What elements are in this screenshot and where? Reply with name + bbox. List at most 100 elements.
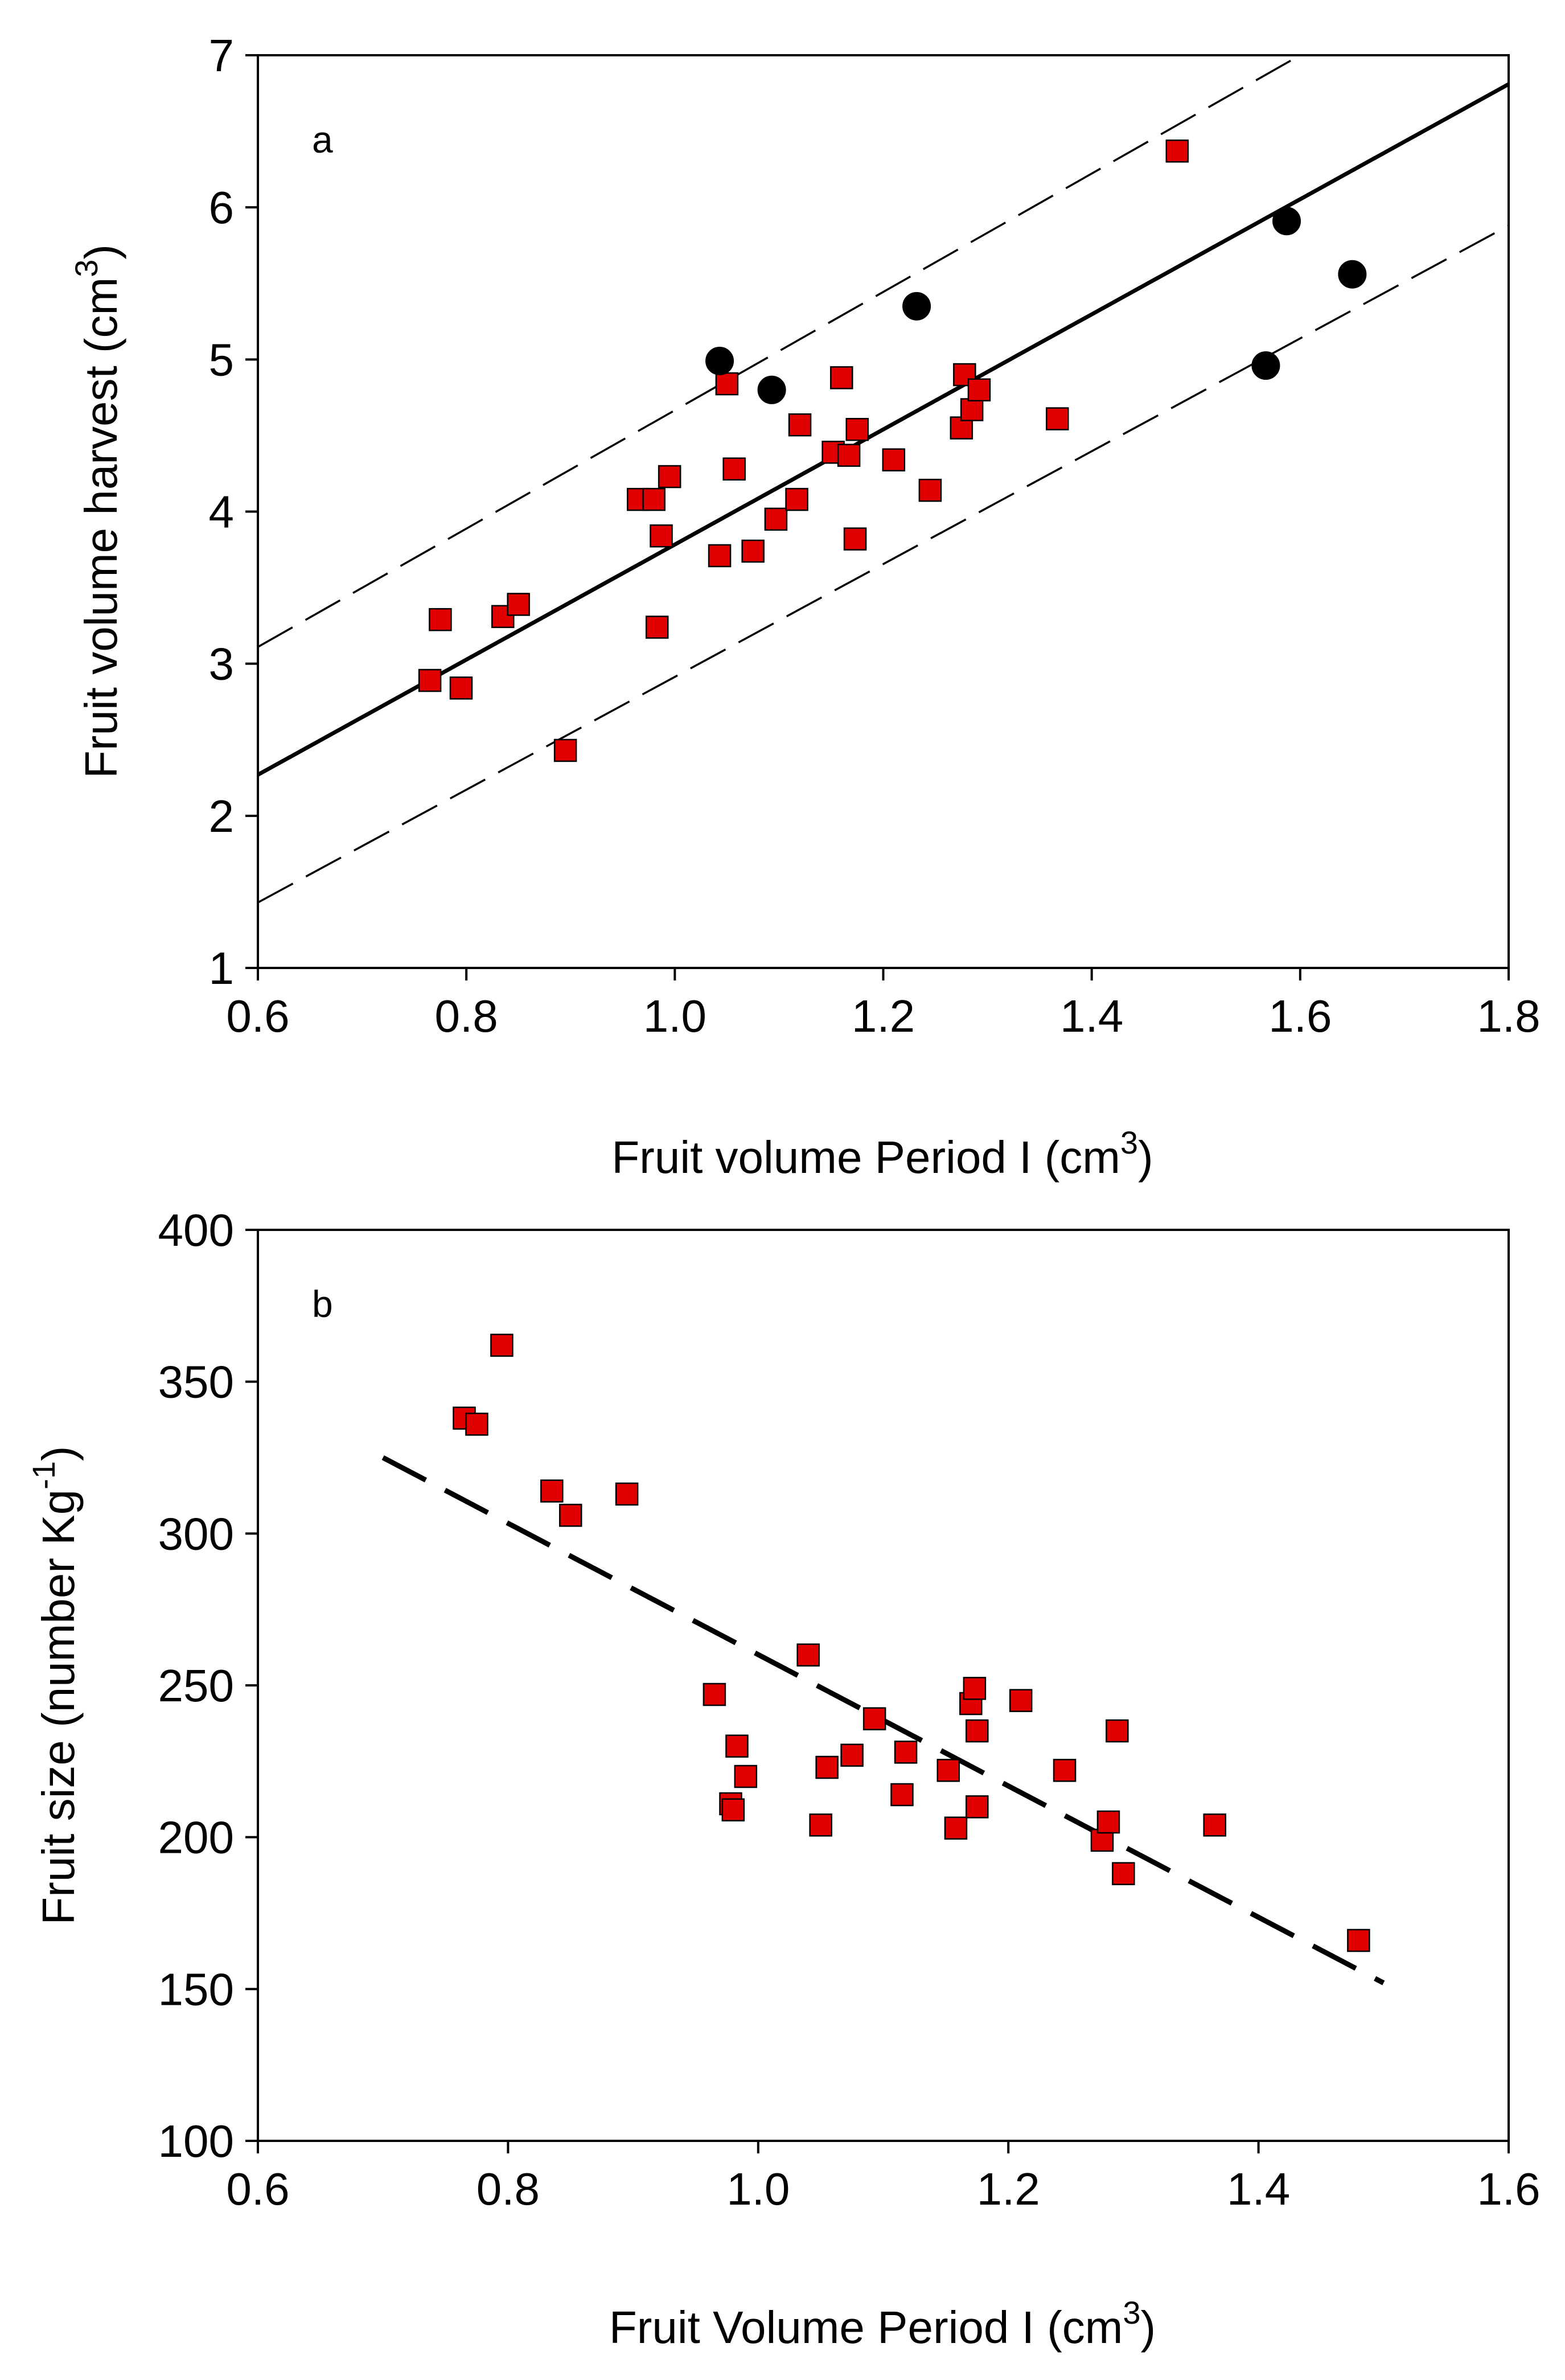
data-point-square bbox=[1106, 1719, 1129, 1743]
data-point-square bbox=[1165, 139, 1189, 163]
line-lower-bound bbox=[258, 224, 1509, 904]
x-axis-label: Fruit Volume Period I (cm3) bbox=[609, 2295, 1156, 2353]
y-tick-label: 400 bbox=[158, 1205, 234, 1255]
y-tick-label: 4 bbox=[209, 487, 235, 537]
data-point-square bbox=[741, 539, 765, 563]
y-axis-label: Fruit size (number Kg-1) bbox=[26, 1446, 84, 1924]
data-point-square bbox=[540, 1479, 564, 1503]
x-axis-label-end: ) bbox=[1138, 1132, 1153, 1183]
data-point-square bbox=[764, 507, 788, 531]
data-point-square bbox=[722, 457, 746, 481]
data-point-square bbox=[843, 527, 867, 551]
plot-frame bbox=[257, 54, 1510, 969]
data-point-square bbox=[882, 448, 906, 471]
y-axis-label-superscript: 3 bbox=[68, 260, 104, 277]
x-tick-label: 1.8 bbox=[1477, 991, 1540, 1041]
x-tick-label: 1.0 bbox=[726, 2164, 790, 2214]
data-point-square bbox=[809, 1813, 832, 1837]
x-tick-label: 1.4 bbox=[1060, 991, 1123, 1041]
data-point-square bbox=[1112, 1862, 1135, 1885]
y-tick-label: 5 bbox=[209, 334, 235, 385]
data-point-square bbox=[796, 1643, 820, 1667]
data-point-square bbox=[645, 615, 669, 639]
data-point-square bbox=[507, 593, 530, 616]
x-tick-label: 1.6 bbox=[1268, 991, 1332, 1041]
data-point-square bbox=[725, 1734, 749, 1758]
series-black-circles bbox=[705, 207, 1367, 404]
panel-a-chart: 0.6 0.8 1.0 1.2 1.4 1.6 1.8 1 2 3 4 5 6 7 Fruit volume… bbox=[68, 30, 1541, 1183]
y-axis-label-text: Fruit volume harvest (cm bbox=[76, 277, 126, 778]
x-tick-label: 0.8 bbox=[477, 2164, 540, 2214]
data-point-square bbox=[1009, 1689, 1033, 1712]
data-point-square bbox=[966, 1795, 989, 1819]
data-point-square bbox=[966, 1719, 989, 1743]
y-tick-label: 150 bbox=[158, 1964, 234, 2014]
y-tick-label: 6 bbox=[209, 182, 235, 233]
y-tick-label: 1 bbox=[209, 943, 235, 994]
x-tick-label: 1.0 bbox=[643, 991, 706, 1041]
line-upper-bound bbox=[258, 55, 1301, 648]
data-point-square bbox=[721, 1798, 745, 1821]
data-point-square bbox=[1203, 1813, 1226, 1837]
plot-frame bbox=[257, 1229, 1510, 2142]
y-tick-label: 350 bbox=[158, 1357, 234, 1408]
y-axis-label-end: ) bbox=[33, 1446, 84, 1461]
data-point-square bbox=[960, 398, 984, 421]
data-point-square bbox=[418, 668, 442, 692]
data-point-circle bbox=[757, 375, 786, 404]
x-tick-label: 1.4 bbox=[1227, 2164, 1290, 2214]
data-point-square bbox=[963, 1677, 987, 1700]
data-point-square bbox=[944, 1816, 968, 1840]
x-tick-label: 1.2 bbox=[852, 991, 915, 1041]
data-point-square bbox=[615, 1482, 639, 1506]
y-tick-label: 100 bbox=[158, 2116, 234, 2166]
series-red-squares bbox=[453, 1333, 1370, 1952]
y-axis-label-superscript: -1 bbox=[26, 1461, 61, 1489]
x-axis-label-end: ) bbox=[1141, 2302, 1156, 2353]
data-point-circle bbox=[705, 347, 734, 376]
data-point-square bbox=[1053, 1759, 1077, 1782]
y-tick-label: 2 bbox=[209, 791, 235, 842]
x-axis-label-superscript: 3 bbox=[1123, 2295, 1140, 2330]
data-point-square bbox=[890, 1783, 914, 1807]
x-tick-label: 1.2 bbox=[977, 2164, 1040, 2214]
data-point-square bbox=[967, 378, 991, 402]
data-point-square bbox=[894, 1741, 918, 1764]
y-tick-label: 3 bbox=[209, 639, 235, 690]
y-tick-label: 300 bbox=[158, 1508, 234, 1559]
data-point-square bbox=[936, 1759, 960, 1782]
x-tick-label: 0.8 bbox=[435, 991, 498, 1041]
data-point-square bbox=[1347, 1928, 1370, 1952]
panel-letter: a bbox=[312, 118, 333, 161]
series-red-squares bbox=[418, 139, 1189, 762]
x-axis-label-superscript: 3 bbox=[1120, 1125, 1138, 1160]
data-point-circle bbox=[1272, 207, 1301, 236]
x-tick-label: 0.6 bbox=[226, 991, 289, 1041]
panel-b-chart: 0.6 0.8 1.0 1.2 1.4 1.6 100 150 200 250 300 350 400 F… bbox=[26, 1205, 1541, 2353]
data-point-square bbox=[950, 416, 973, 440]
data-point-square bbox=[658, 465, 681, 489]
data-point-square bbox=[862, 1707, 886, 1730]
data-point-square bbox=[840, 1743, 864, 1767]
data-point-square bbox=[708, 544, 732, 568]
y-tick-label: 250 bbox=[158, 1660, 234, 1711]
fit-lines bbox=[258, 55, 1509, 904]
x-axis-label-text: Fruit volume Period I (cm bbox=[611, 1132, 1120, 1183]
x-axis-label-text: Fruit Volume Period I (cm bbox=[609, 2302, 1123, 2353]
data-point-square bbox=[449, 676, 473, 700]
y-tick-label: 200 bbox=[158, 1812, 234, 1863]
data-point-square bbox=[734, 1765, 758, 1788]
data-point-square bbox=[559, 1504, 582, 1527]
data-point-square bbox=[715, 372, 739, 396]
data-point-circle bbox=[1338, 260, 1367, 289]
data-point-square bbox=[1045, 407, 1069, 430]
line-regression bbox=[258, 82, 1509, 777]
data-point-square bbox=[830, 366, 853, 389]
data-point-square bbox=[490, 1333, 514, 1357]
x-tick-label: 0.6 bbox=[226, 2164, 289, 2214]
data-point-square bbox=[1096, 1810, 1120, 1834]
y-axis-label-end: ) bbox=[76, 244, 126, 260]
data-point-square bbox=[429, 608, 452, 631]
data-point-square bbox=[785, 487, 808, 511]
